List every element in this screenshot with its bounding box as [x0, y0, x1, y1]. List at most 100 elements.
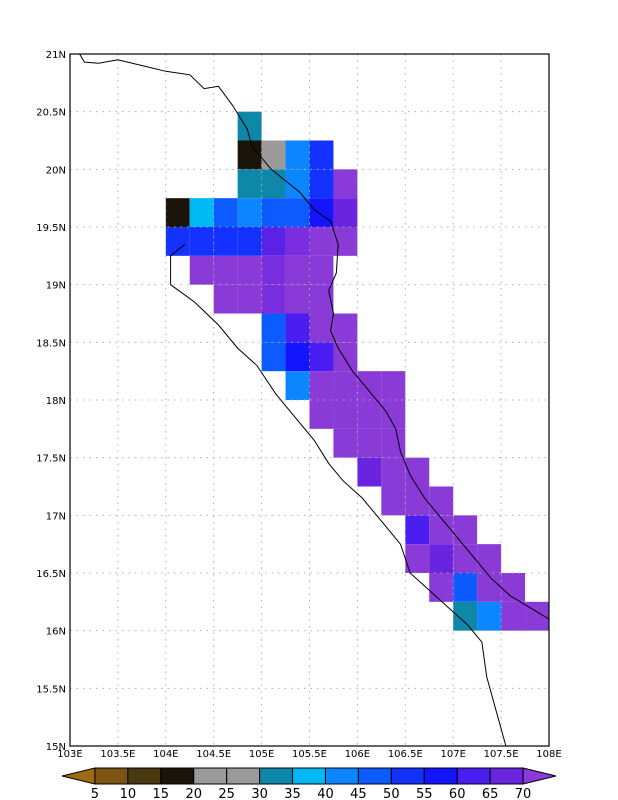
colorbar-label: 60	[449, 787, 466, 800]
data-cell	[333, 227, 358, 256]
colorbar-box	[193, 767, 228, 785]
data-cell	[381, 486, 406, 516]
data-cell	[525, 601, 549, 631]
gridlines-layer	[70, 54, 549, 746]
data-cell	[213, 198, 238, 227]
data-cell	[189, 255, 214, 285]
data-cell	[261, 284, 286, 314]
latitude-label: 17.5N	[36, 454, 66, 465]
data-cells-layer	[165, 111, 549, 631]
data-cell	[261, 255, 286, 285]
colorbar-label: 50	[383, 787, 400, 800]
latitude-label: 17N	[46, 511, 66, 522]
colorbar-box	[94, 767, 129, 785]
data-cell	[285, 342, 310, 372]
data-cell	[285, 371, 310, 400]
colorbar-label: 25	[218, 787, 235, 800]
data-cell	[501, 573, 526, 602]
data-cell	[333, 371, 358, 400]
data-cell	[285, 140, 310, 170]
colorbar-box	[226, 767, 261, 785]
colorbar-high-triangle	[522, 767, 557, 785]
longitude-labels: 103E 103.5E 104E 104.5E 105E 105.5E 106E 106.5E…	[57, 749, 561, 760]
data-cell	[165, 198, 190, 227]
latitude-label: 19N	[46, 281, 66, 292]
data-cell	[453, 515, 478, 545]
data-cell	[333, 313, 358, 343]
data-cell	[405, 544, 430, 573]
latitude-label: 21N	[46, 50, 66, 61]
colorbar-box	[390, 767, 425, 785]
latitude-label: 15N	[46, 742, 66, 753]
data-cell	[261, 169, 286, 199]
colorbar-box	[292, 767, 326, 785]
colorbar-label: 20	[185, 787, 202, 800]
data-cell	[333, 400, 358, 429]
data-cell	[381, 428, 406, 458]
latitude-label: 16.5N	[36, 569, 66, 580]
latitude-label: 19.5N	[36, 223, 66, 234]
data-cell	[285, 198, 310, 227]
data-cell	[357, 400, 382, 429]
data-cell	[189, 198, 214, 227]
data-cell	[237, 169, 262, 199]
data-cell	[405, 486, 430, 516]
data-cell	[429, 486, 454, 516]
data-cell	[309, 140, 334, 170]
data-cell	[381, 400, 406, 429]
data-cell	[261, 140, 286, 170]
data-cell	[261, 313, 286, 343]
data-cell	[285, 255, 310, 285]
latitude-label: 18.5N	[36, 338, 66, 349]
longitude-label: 104E	[153, 749, 178, 760]
longitude-label: 107.5E	[484, 749, 519, 760]
country-border	[170, 243, 507, 747]
data-cell	[309, 198, 334, 227]
colorbar-label: 35	[284, 787, 301, 800]
data-cell	[357, 428, 382, 458]
data-cell	[309, 371, 334, 400]
data-cell	[309, 342, 334, 372]
data-cell	[309, 255, 334, 285]
data-cell	[309, 284, 334, 314]
colorbar-box	[127, 767, 162, 785]
longitude-label: 108E	[536, 749, 561, 760]
data-cell	[261, 198, 286, 227]
data-cell	[381, 457, 406, 487]
longitude-label: 106E	[345, 749, 370, 760]
data-cell	[285, 313, 310, 343]
colorbar-label: 10	[120, 787, 137, 800]
coastline	[79, 53, 550, 620]
data-cell	[429, 515, 454, 545]
data-cell	[453, 573, 478, 602]
longitude-label: 106.5E	[388, 749, 423, 760]
data-cell	[333, 198, 358, 227]
longitude-label: 103.5E	[100, 749, 135, 760]
latitude-label: 15.5N	[36, 684, 66, 695]
colorbar-label: 45	[350, 787, 367, 800]
latitude-label: 20N	[46, 165, 66, 176]
data-cell	[237, 198, 262, 227]
data-cell	[237, 140, 262, 170]
data-cell	[165, 227, 190, 256]
data-cell	[477, 601, 502, 631]
plot-frame	[69, 53, 550, 747]
latitude-label: 18N	[46, 396, 66, 407]
data-cell	[429, 544, 454, 573]
colorbar-box	[423, 767, 458, 785]
data-cell	[237, 255, 262, 285]
colorbar-box	[489, 767, 524, 785]
data-cell	[477, 544, 502, 573]
colorbar-label: 15	[153, 787, 170, 800]
data-cell	[309, 313, 334, 343]
data-cell	[453, 544, 478, 573]
data-cell	[309, 169, 334, 199]
data-cell	[213, 284, 238, 314]
colorbar-label: 65	[482, 787, 499, 800]
colorbar-box	[259, 767, 294, 785]
data-cell	[237, 111, 262, 141]
data-cell	[405, 457, 430, 487]
data-cell	[285, 169, 310, 199]
data-cell	[237, 284, 262, 314]
latitude-label: 16N	[46, 627, 66, 638]
